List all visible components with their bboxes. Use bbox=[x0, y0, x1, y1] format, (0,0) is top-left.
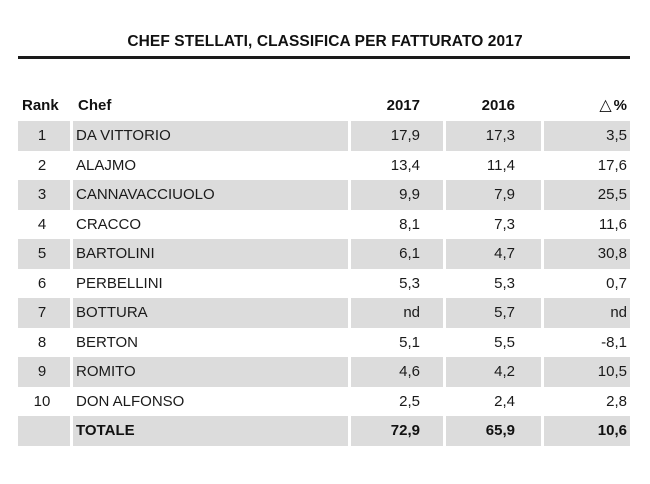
value-2016-cell: 5,7 bbox=[494, 304, 515, 322]
header-percent: % bbox=[613, 96, 627, 114]
table-row: 5 BARTOLINI 6,1 4,7 30,8 bbox=[18, 239, 630, 269]
total-delta-cell: 10,6 bbox=[597, 422, 627, 440]
rank-cell-empty bbox=[18, 416, 66, 446]
total-2017-cell: 72,9 bbox=[390, 422, 420, 440]
total-row: TOTALE 72,9 65,9 10,6 bbox=[18, 416, 630, 446]
chef-cell: BARTOLINI bbox=[76, 245, 155, 263]
value-2016-cell: 5,3 bbox=[494, 274, 515, 292]
chef-cell: ROMITO bbox=[76, 363, 136, 381]
table-title: CHEF STELLATI, CLASSIFICA PER FATTURATO … bbox=[127, 33, 523, 50]
header-rank: Rank bbox=[22, 96, 59, 114]
delta-cell: 10,5 bbox=[597, 363, 627, 381]
chef-cell: BOTTURA bbox=[76, 304, 148, 322]
rank-cell: 7 bbox=[37, 304, 47, 322]
table-row: 9 ROMITO 4,6 4,2 10,5 bbox=[18, 357, 630, 387]
total-label: TOTALE bbox=[76, 422, 135, 440]
rank-cell: 4 bbox=[37, 215, 47, 233]
chef-cell: DA VITTORIO bbox=[76, 127, 171, 145]
table-row: 6 PERBELLINI 5,3 5,3 0,7 bbox=[18, 269, 630, 299]
total-2016-cell: 65,9 bbox=[485, 422, 515, 440]
delta-cell: 3,5 bbox=[606, 127, 627, 145]
value-2017-cell: 17,9 bbox=[390, 127, 420, 145]
rank-cell: 8 bbox=[37, 333, 47, 351]
rank-cell: 10 bbox=[33, 392, 51, 410]
rank-cell: 5 bbox=[37, 245, 47, 263]
rank-cell: 3 bbox=[37, 186, 47, 204]
header-2016: 2016 bbox=[481, 96, 515, 114]
delta-cell: nd bbox=[610, 304, 627, 322]
delta-cell: 11,6 bbox=[598, 215, 627, 233]
chef-cell: PERBELLINI bbox=[76, 274, 163, 292]
header-chef: Chef bbox=[78, 96, 112, 114]
value-2016-cell: 4,7 bbox=[494, 245, 515, 263]
table-row: 2 ALAJMO 13,4 11,4 17,6 bbox=[18, 151, 630, 181]
delta-cell: 0,7 bbox=[606, 274, 627, 292]
value-2017-cell: 6,1 bbox=[399, 245, 420, 263]
table-row: 10 DON ALFONSO 2,5 2,4 2,8 bbox=[18, 387, 630, 417]
value-2017-cell: 13,4 bbox=[390, 156, 420, 174]
delta-cell: 17,6 bbox=[597, 156, 627, 174]
rank-cell: 2 bbox=[37, 156, 47, 174]
value-2016-cell: 5,5 bbox=[494, 333, 515, 351]
value-2016-cell: 7,9 bbox=[494, 186, 515, 204]
value-2016-cell: 2,4 bbox=[494, 392, 515, 410]
table-row: 3 CANNAVACCIUOLO 9,9 7,9 25,5 bbox=[18, 180, 630, 210]
chef-cell: CRACCO bbox=[76, 215, 142, 233]
header-delta-percent: △% bbox=[545, 92, 627, 118]
value-2016-cell: 4,2 bbox=[494, 363, 515, 381]
value-2017-cell: 4,6 bbox=[399, 363, 420, 381]
delta-cell: 25,5 bbox=[597, 186, 627, 204]
header-2017: 2017 bbox=[386, 96, 420, 114]
table-row: 7 BOTTURA nd 5,7 nd bbox=[18, 298, 630, 328]
value-2016-cell: 7,3 bbox=[494, 215, 515, 233]
chef-cell: CANNAVACCIUOLO bbox=[76, 186, 215, 204]
delta-triangle-icon: △ bbox=[599, 97, 612, 114]
value-2016-cell: 11,4 bbox=[486, 156, 515, 174]
delta-cell: 30,8 bbox=[597, 245, 627, 263]
value-2017-cell: 5,1 bbox=[399, 333, 420, 351]
value-2017-cell: nd bbox=[403, 304, 420, 322]
value-2017-cell: 5,3 bbox=[399, 274, 420, 292]
value-2016-cell: 17,3 bbox=[485, 127, 515, 145]
table-row: 1 DA VITTORIO 17,9 17,3 3,5 bbox=[18, 121, 630, 151]
table-row: 4 CRACCO 8,1 7,3 11,6 bbox=[18, 210, 630, 240]
delta-cell: -8,1 bbox=[601, 333, 627, 351]
chef-cell: ALAJMO bbox=[76, 156, 137, 174]
title-rule bbox=[18, 56, 630, 59]
table-header: Rank Chef 2017 2016 △% bbox=[18, 92, 630, 118]
chef-cell: BERTON bbox=[76, 333, 138, 351]
delta-cell: 2,8 bbox=[606, 392, 627, 410]
rank-cell: 9 bbox=[37, 363, 47, 381]
value-2017-cell: 8,1 bbox=[399, 215, 420, 233]
table-body: 1 DA VITTORIO 17,9 17,3 3,5 2 ALAJMO 13,… bbox=[18, 121, 630, 446]
table-row: 8 BERTON 5,1 5,5 -8,1 bbox=[18, 328, 630, 358]
value-2017-cell: 9,9 bbox=[399, 186, 420, 204]
rank-cell: 1 bbox=[37, 127, 47, 145]
value-2017-cell: 2,5 bbox=[399, 392, 420, 410]
rank-cell: 6 bbox=[37, 274, 47, 292]
chef-cell: DON ALFONSO bbox=[76, 392, 185, 410]
